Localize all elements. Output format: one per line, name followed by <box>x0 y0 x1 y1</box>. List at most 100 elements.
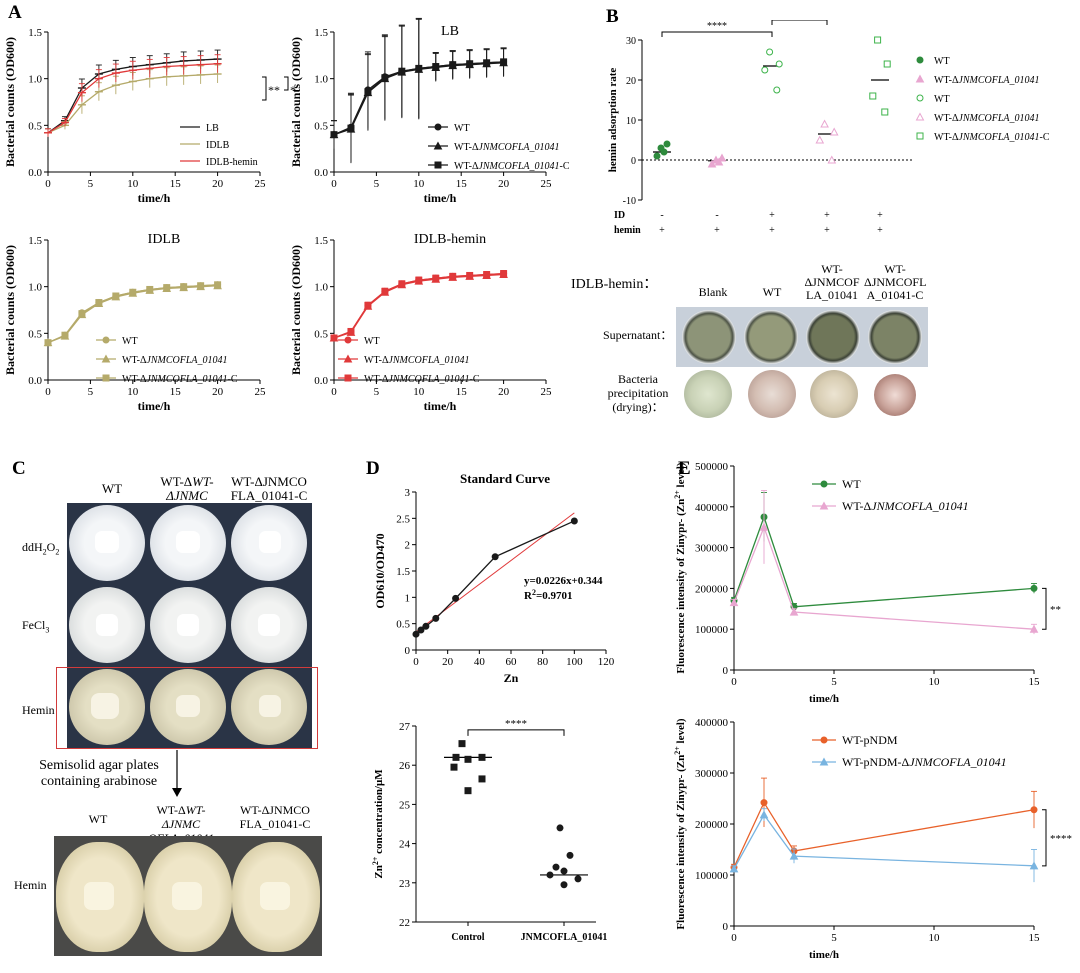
chartA2-y-tick-label: 1.5 <box>314 27 328 39</box>
d2-group-0-point <box>453 754 459 760</box>
d2-y-tick-label: 23 <box>399 878 411 890</box>
d2-ylabel: Zn2+ concentration/μM <box>371 769 386 879</box>
b-legend-label-3-part-0: WT-Δ <box>934 113 959 124</box>
chartE2-legend-label-1: WT-pNDM-ΔJNMCOFLA_01041 <box>842 755 1007 769</box>
d2-group-1-point <box>547 872 553 878</box>
chartA2-series-2-point <box>433 64 439 70</box>
chartE2-y-tick-label: 100000 <box>695 870 729 882</box>
chartE1-legend-label-0-part-0: WT <box>842 477 861 491</box>
b-hemin-sign-3: + <box>824 225 830 236</box>
b-precip-4 <box>874 374 916 416</box>
b-group-2-point <box>767 49 773 55</box>
chartA2-ylabel: Bacterial counts (OD600) <box>289 37 303 167</box>
b-col-wt: WT <box>752 286 792 299</box>
d1-y-tick-label: 0.5 <box>396 619 410 631</box>
b-group-3-point <box>831 129 838 136</box>
chartE2-ylabel: Fluorescence intensity of Zinypr- (Zn2+ … <box>673 718 688 929</box>
a2-legend-label-2-part-1: JNMCOFLA_01041 <box>478 161 559 172</box>
c-row-hemin: Hemin <box>22 703 55 718</box>
b-ylabel: hemin adsorption rate <box>607 68 619 173</box>
chart-a-idlb: 0 5 10 15 20 25 0.0 0.5 1.0 1.5 IDLB time/h Bacteria… <box>0 222 290 440</box>
c-plate-2-3 <box>231 587 307 663</box>
b-legend-label-4-part-1: JNMCOFLA_01041 <box>958 132 1039 143</box>
c-row-fecl3: FeCl3 <box>22 618 49 634</box>
chartE2-ylabel-part-2: level) <box>675 718 687 746</box>
chartA3-x-tick-label: 25 <box>255 386 267 398</box>
chartE1-ylabel-part-2: level) <box>675 462 687 490</box>
d1-data-point <box>571 518 577 524</box>
chartA3-series-2-point <box>79 311 85 317</box>
b-y-tick-label: 10 <box>626 116 636 127</box>
chartE2-legend-label-1-part-1: JNMCOFLA_01041 <box>909 755 1006 769</box>
d2-sig-bracket <box>468 730 564 736</box>
chartA3-x-tick-label: 20 <box>212 386 224 398</box>
a4-legend-label-2: WT-ΔJNMCOFLA_01041-C <box>364 374 480 385</box>
a4-legend-label-2-part-2: -C <box>470 374 480 385</box>
b-group-4-point <box>882 109 888 115</box>
chartA2-series-2-point <box>416 65 422 71</box>
d2-sig-label: **** <box>505 718 527 730</box>
b-sig-label-0: **** <box>707 21 727 32</box>
chartE2-x-tick-label: 5 <box>831 932 837 944</box>
chart-a-lb: 0 5 10 15 20 25 0.0 0.5 1.0 1.5 LB time/h Bacterial … <box>286 14 576 214</box>
chartA4-x-tick-label: 0 <box>331 386 337 398</box>
a3-legend-label-1: WT-ΔJNMCOFLA_01041 <box>122 355 228 366</box>
chartA2-x-tick-label: 10 <box>413 178 425 190</box>
chartA3-x-tick-label: 15 <box>170 386 182 398</box>
chartA3-y-tick-label: 0.0 <box>28 375 42 387</box>
b-legend-label-3-part-1: JNMCOFLA_01041 <box>958 113 1039 124</box>
b-hemin-sign-2: + <box>769 225 775 236</box>
c-col-complement-l1: WT-ΔJNMCO <box>226 475 312 489</box>
chartA1-y-tick-label: 1.0 <box>28 74 42 86</box>
b-group-4-point <box>875 37 881 43</box>
a3-legend-label-0-part-0: WT <box>122 336 138 347</box>
b-group-3-point <box>816 137 823 144</box>
c-row-ddh2o2-sub2: 2 <box>55 547 59 556</box>
chartA4-y-tick-label: 1.0 <box>314 282 328 294</box>
d1-equation: y=0.0226x+0.344 <box>524 575 603 587</box>
c-paper <box>172 882 202 910</box>
d2-category-1: JNMCOFLA_01041 <box>521 932 608 943</box>
b-legend-label-4-part-2: -C <box>1040 132 1050 143</box>
chartA1-xlabel: time/h <box>138 191 171 205</box>
c-paper <box>96 614 118 636</box>
chartA3-series-2-point <box>130 289 136 295</box>
c-bottom-col-wt: WT <box>78 813 118 826</box>
chartE1-y-tick-label: 0 <box>723 665 729 677</box>
chartA3-series-2-point <box>181 284 187 290</box>
chartA3-y-tick-label: 0.5 <box>28 328 42 340</box>
chartA4-series-2-point <box>450 273 456 279</box>
d1-data-point <box>413 631 419 637</box>
chartE2-legend-label-0: WT-pNDM <box>842 733 898 747</box>
chartE2-xlabel: time/h <box>809 949 839 961</box>
d2-group-0-point <box>465 756 471 762</box>
a1-legend-label-0: LB <box>206 123 219 134</box>
chartA1-x-tick-label: 0 <box>45 178 51 190</box>
chartA2-x-tick-label: 0 <box>331 178 337 190</box>
b-id-sign-1: - <box>715 210 718 221</box>
b-id-sign-3: + <box>824 210 830 221</box>
d1-y-tick-label: 1.5 <box>396 566 410 578</box>
c-col-complement: WT-ΔJNMCO FLA_01041-C <box>226 475 312 503</box>
chartE2-y-tick-label: 0 <box>723 921 729 933</box>
chartA2-series-2-point <box>382 75 388 81</box>
chartA3-xlabel: time/h <box>138 399 171 413</box>
b-legend-label-2: WT <box>934 94 950 105</box>
chartE1-y-tick-label: 300000 <box>695 543 729 555</box>
d2-group-1-point <box>575 876 581 882</box>
d1-r2-part-2: =0.9701 <box>536 590 573 602</box>
c-hemin-highlight-box <box>56 667 318 749</box>
d2-group-1-point <box>561 868 567 874</box>
b-precip-2 <box>748 370 796 418</box>
b-hemin-sign-4: + <box>877 225 883 236</box>
b-col-mutant-l3: LA_01041 <box>802 289 862 302</box>
chartE1-x-tick-label: 10 <box>929 676 941 688</box>
chartA2-y-tick-label: 0.5 <box>314 120 328 132</box>
chartA1-x-tick-label: 5 <box>88 178 94 190</box>
panel-label-c: C <box>12 458 26 480</box>
b-precip-1 <box>684 370 732 418</box>
d2-group-1-point <box>567 852 573 858</box>
chartA2-y-tick-label: 1.0 <box>314 74 328 86</box>
chartA3-series-2-point <box>215 282 221 288</box>
b-row-precip-l1: Bacteria <box>604 372 672 386</box>
